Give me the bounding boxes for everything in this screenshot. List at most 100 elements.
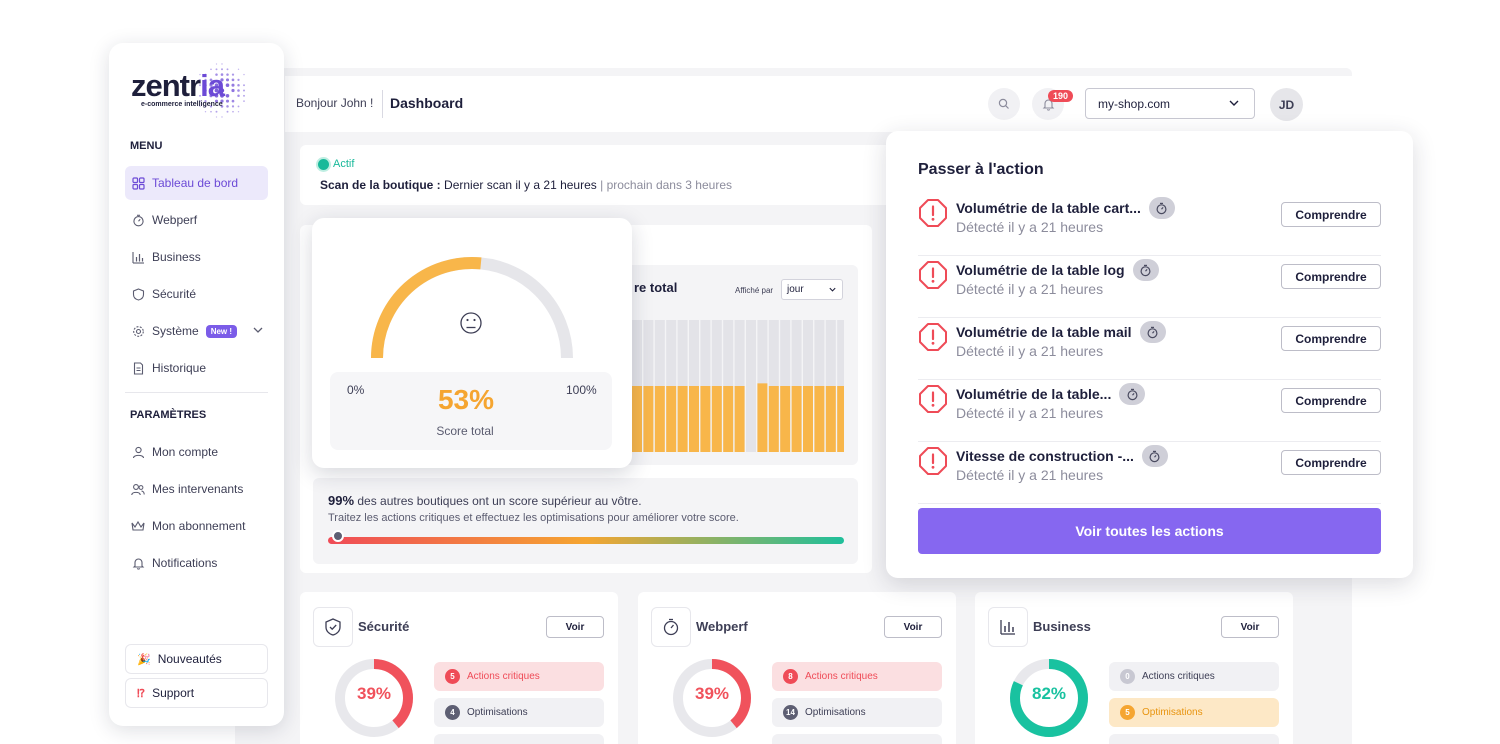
module-score-donut bbox=[673, 659, 751, 737]
action-name-label: Volumétrie de la table mail bbox=[956, 324, 1132, 340]
sidebar-item-mes-intervenants[interactable]: Mes intervenants bbox=[125, 472, 268, 506]
extra-pill bbox=[772, 734, 942, 744]
critical-count: 8 bbox=[783, 669, 798, 684]
sidebar-item-business[interactable]: Business bbox=[125, 240, 268, 274]
logo-tagline: e-commerce intelligence bbox=[141, 101, 223, 108]
greeting: Bonjour John ! bbox=[296, 96, 374, 110]
support-label: Support bbox=[152, 686, 195, 700]
optimisations-pill[interactable]: 5 Optimisations bbox=[1109, 698, 1279, 727]
sidebar-item-label: Mes intervenants bbox=[152, 482, 244, 496]
module-score-donut bbox=[1010, 659, 1088, 737]
score-label: Score total bbox=[436, 424, 494, 438]
action-name-label: Volumétrie de la table log bbox=[956, 262, 1125, 278]
critical-actions-pill[interactable]: 0 Actions critiques bbox=[1109, 662, 1279, 691]
comprendre-button[interactable]: Comprendre bbox=[1281, 388, 1381, 413]
comparison-sentence: des autres boutiques ont un score supéri… bbox=[357, 494, 642, 508]
warning-octagon-icon bbox=[919, 447, 947, 475]
crown-icon bbox=[131, 519, 145, 533]
module-webperf: Webperf Voir 39% 8 Actions critiques 14 … bbox=[638, 592, 956, 744]
period-label: Affiché par bbox=[735, 286, 774, 295]
comparison-box bbox=[313, 478, 858, 564]
sidebar-item-historique[interactable]: Historique bbox=[125, 351, 268, 385]
scan-last: Dernier scan il y a 21 heures bbox=[444, 178, 597, 192]
history-bar bbox=[814, 386, 825, 452]
score-gauge bbox=[371, 256, 573, 359]
action-row: Volumétrie de la table log Détecté il y a… bbox=[918, 256, 1381, 318]
period-select[interactable]: jour bbox=[781, 279, 843, 300]
sidebar-item-label: Système bbox=[152, 324, 199, 338]
sidebar-item-label: Historique bbox=[152, 361, 207, 375]
comparison-marker bbox=[332, 530, 344, 542]
shop-selector[interactable]: my-shop.com bbox=[1085, 88, 1255, 119]
stopwatch-icon bbox=[131, 213, 145, 227]
history-bar bbox=[803, 386, 813, 452]
support-button[interactable]: ⁉ Support bbox=[125, 678, 268, 708]
chevron-down-icon bbox=[829, 287, 836, 292]
history-bar bbox=[757, 383, 768, 452]
sidebar-item-mon-abonnement[interactable]: Mon abonnement bbox=[125, 509, 268, 543]
module-score-label: 82% bbox=[1031, 684, 1067, 703]
sidebar-item-webperf[interactable]: Webperf bbox=[125, 203, 268, 237]
optimisations-pill[interactable]: 14 Optimisations bbox=[772, 698, 942, 727]
warning-octagon-icon bbox=[919, 385, 947, 413]
action-name-label: Volumétrie de la table cart... bbox=[956, 200, 1141, 216]
chevron-down-icon bbox=[1229, 100, 1239, 106]
period-select-value: jour bbox=[787, 284, 804, 295]
warning-octagon-icon bbox=[919, 323, 947, 351]
sidebar-item-notifications[interactable]: Notifications bbox=[125, 546, 268, 580]
action-name: Volumétrie de la table cart... bbox=[956, 197, 1175, 219]
module-title: Business bbox=[1033, 619, 1091, 634]
comprendre-button[interactable]: Comprendre bbox=[1281, 326, 1381, 351]
menu-section-label: MENU bbox=[130, 140, 163, 152]
comprendre-button[interactable]: Comprendre bbox=[1281, 202, 1381, 227]
history-bar bbox=[768, 386, 779, 452]
news-button[interactable]: 🎉 Nouveautés bbox=[125, 644, 268, 674]
comprendre-button[interactable]: Comprendre bbox=[1281, 450, 1381, 475]
action-row: Volumétrie de la table cart... Détecté il… bbox=[918, 194, 1381, 256]
action-name: Volumétrie de la table... bbox=[956, 383, 1146, 405]
users-icon bbox=[131, 482, 145, 496]
module-icon-box bbox=[988, 607, 1028, 647]
scan-status-line: Scan de la boutique : Dernier scan il y … bbox=[320, 178, 732, 192]
critical-label: Actions critiques bbox=[467, 671, 540, 682]
bar-chart-icon bbox=[131, 250, 145, 264]
scan-next: | prochain dans 3 heures bbox=[600, 178, 732, 192]
optim-count: 14 bbox=[783, 705, 798, 720]
action-time: Détecté il y a 21 heures bbox=[956, 219, 1104, 235]
sidebar-item-securite[interactable]: Sécurité bbox=[125, 277, 268, 311]
optimisations-pill[interactable]: 4 Optimisations bbox=[434, 698, 604, 727]
action-time: Détecté il y a 21 heures bbox=[956, 467, 1104, 483]
sidebar-item-mon-compte[interactable]: Mon compte bbox=[125, 435, 268, 469]
neutral-face-icon bbox=[460, 312, 482, 334]
row-divider bbox=[918, 379, 1381, 380]
module-voir-button[interactable]: Voir bbox=[884, 616, 942, 638]
module-voir-button[interactable]: Voir bbox=[1221, 616, 1279, 638]
page-title: Dashboard bbox=[390, 95, 464, 111]
sidebar-item-tableau-de-bord[interactable]: Tableau de bord bbox=[125, 166, 268, 200]
critical-count: 5 bbox=[445, 669, 460, 684]
see-all-actions-button[interactable]: Voir toutes les actions bbox=[918, 508, 1381, 554]
sidebar-item-systeme[interactable]: Système New ! bbox=[125, 314, 268, 348]
history-bar bbox=[700, 386, 711, 452]
optim-count: 5 bbox=[1120, 705, 1135, 720]
module-voir-button[interactable]: Voir bbox=[546, 616, 604, 638]
party-popper-icon: 🎉 bbox=[137, 653, 151, 666]
critical-label: Actions critiques bbox=[1142, 671, 1215, 682]
critical-actions-pill[interactable]: 8 Actions critiques bbox=[772, 662, 942, 691]
module-securite: Sécurité Voir 39% 5 Actions critiques 4 … bbox=[300, 592, 618, 744]
avatar[interactable]: JD bbox=[1270, 88, 1303, 121]
search-button[interactable] bbox=[988, 88, 1020, 120]
optim-count: 4 bbox=[445, 705, 460, 720]
stopwatch-icon bbox=[1119, 383, 1146, 405]
logo[interactable]: zentria bbox=[131, 68, 225, 104]
history-bar bbox=[825, 386, 836, 452]
logo-main: zentr bbox=[131, 68, 201, 103]
sidebar-item-label: Tableau de bord bbox=[152, 176, 239, 190]
shield-icon bbox=[131, 287, 145, 301]
history-bar bbox=[632, 386, 642, 452]
module-icon-box bbox=[313, 607, 353, 647]
comprendre-button[interactable]: Comprendre bbox=[1281, 264, 1381, 289]
critical-actions-pill[interactable]: 5 Actions critiques bbox=[434, 662, 604, 691]
action-row: Vitesse de construction -... Détecté il y… bbox=[918, 442, 1381, 504]
